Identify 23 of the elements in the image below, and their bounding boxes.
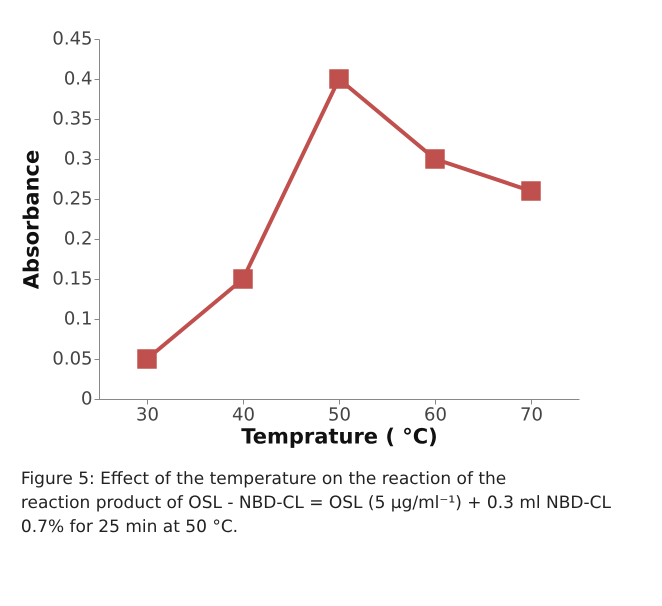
y-tick-label: 0.15 [52,268,92,290]
x-tick-label: 70 [520,404,543,426]
y-axis-title: Absorbance [19,150,44,290]
caption: Figure 5: Effect of the temperature on the reaction of the reaction product of OSL - NBD-CL = OSL (5 µg/ml⁻¹) + 0.3 ml NBD-CL 0.7% for 25 min at 50 °C. [20,469,612,537]
y-tick-label: 0 [81,388,92,410]
point [233,269,253,289]
x-tick-label: 60 [424,404,447,426]
x-tick-label: 50 [328,404,351,426]
x-axis-title: Temprature ( °C) [241,424,438,448]
y-tick-label: 0.25 [52,188,92,210]
point [425,149,445,169]
y-tick-label: 0.05 [52,348,92,370]
y-tick-label: 0.2 [64,228,92,250]
y-tick-label: 0.1 [64,308,92,330]
x-tick-label: 30 [136,404,159,426]
x-tick-label: 40 [232,404,255,426]
point [329,69,349,89]
y-tick-label: 0.45 [52,28,92,50]
y-tick-label: 0.3 [64,148,92,170]
point [521,181,541,201]
y-tick-label: 0.35 [52,108,92,130]
y-tick-label: 0.4 [64,68,92,90]
point [137,349,157,369]
